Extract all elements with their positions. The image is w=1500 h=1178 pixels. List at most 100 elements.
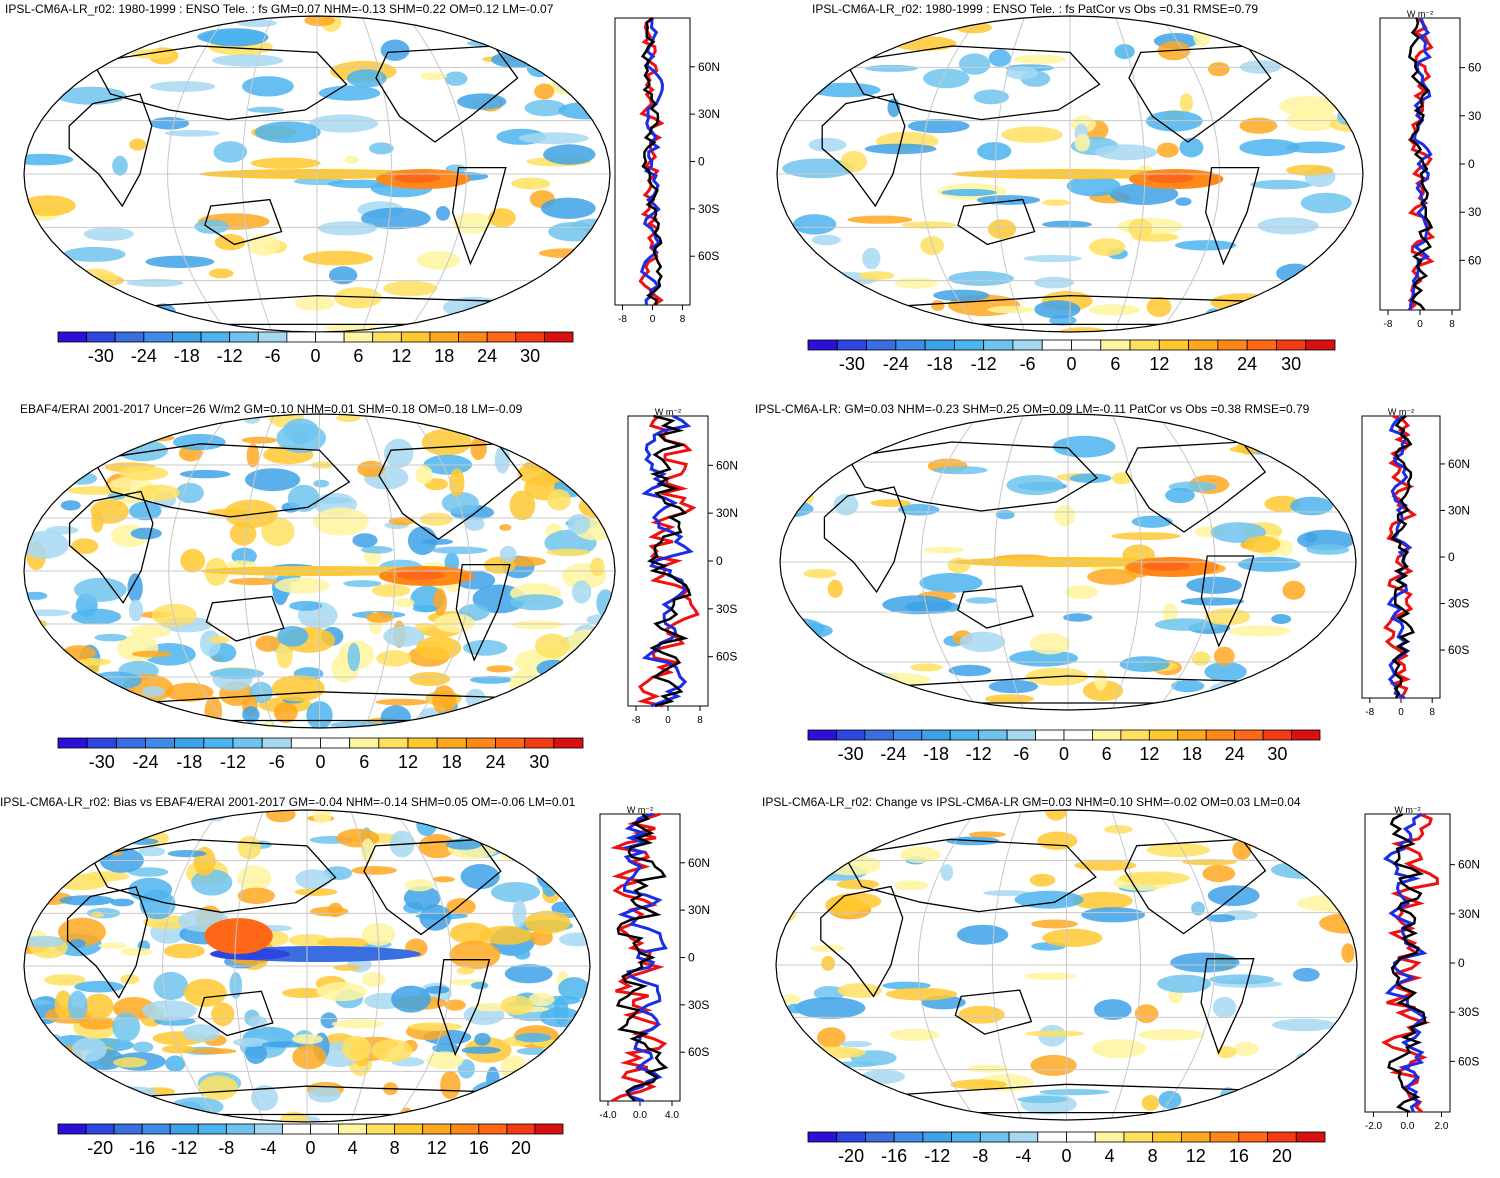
colorbar-label: -6 — [269, 752, 285, 772]
colorbar-swatch — [1129, 339, 1160, 351]
zonal-xtick: -8 — [632, 715, 641, 726]
colorbar-label: 12 — [391, 346, 411, 366]
map-panel-6 — [775, 809, 1358, 1121]
colorbar-swatch — [836, 339, 867, 351]
zonal-ylabel: 30S — [688, 998, 709, 1012]
colorbar-swatch — [282, 1123, 311, 1135]
colorbar-swatch — [1177, 729, 1207, 741]
colorbar-swatch — [394, 1123, 424, 1135]
zonal-xtick: 0 — [665, 715, 671, 726]
colorbar-swatch — [1100, 339, 1131, 351]
zonal-ylabel: 30N — [1448, 503, 1470, 517]
colorbar-swatch — [1120, 729, 1150, 741]
colorbar-label: 6 — [1110, 354, 1120, 374]
zonal-unit-label: W m⁻² — [655, 407, 681, 417]
colorbar-swatch — [506, 1123, 536, 1135]
colorbar-swatch — [86, 331, 116, 343]
zonal-ylabel: 30 — [1468, 205, 1482, 219]
colorbar-label: 6 — [353, 346, 363, 366]
zonal-xtick: 0 — [650, 314, 656, 325]
colorbar-label: 0 — [1066, 354, 1076, 374]
colorbar-swatch — [1295, 1131, 1326, 1143]
zonal-ylabel: 0 — [716, 554, 723, 568]
colorbar-label: 18 — [442, 752, 462, 772]
colorbar-swatch — [893, 1131, 924, 1143]
zonal-ylabel: 30N — [698, 107, 720, 121]
colorbar-swatch — [495, 737, 526, 749]
colorbar-swatch — [979, 1131, 1010, 1143]
colorbar-label: -12 — [217, 346, 243, 366]
zonal-xtick: 8 — [680, 314, 686, 325]
zonal-ylabel: 0 — [1458, 956, 1465, 970]
colorbar-2: -30 -24 -18 -12 -6 0 6 12 18 24 30 — [807, 339, 1336, 374]
zonal-unit-label: W m⁻² — [1407, 9, 1433, 19]
colorbar-swatch — [866, 339, 897, 351]
zonal-line-blue — [641, 414, 694, 708]
colorbar-swatch — [1238, 1131, 1268, 1143]
zonal-xtick: 2.0 — [1435, 1121, 1449, 1132]
zonal-ylabel: 0 — [1468, 157, 1475, 171]
colorbar-swatch — [225, 1123, 255, 1135]
colorbar-label: -12 — [220, 752, 246, 772]
colorbar-swatch — [836, 729, 866, 741]
zonal-ylabel: 30S — [1458, 1005, 1479, 1019]
colorbar-label: -18 — [927, 354, 953, 374]
colorbar-label: 0 — [305, 1138, 315, 1158]
colorbar-swatch — [1152, 1131, 1182, 1143]
colorbar-swatch — [1066, 1131, 1096, 1143]
colorbar-swatch — [407, 737, 438, 749]
colorbar-swatch — [1006, 729, 1036, 741]
colorbar-swatch — [174, 737, 205, 749]
zonal-line-blue — [639, 17, 665, 306]
colorbar-swatch — [320, 737, 351, 749]
zonal-mean-plot-2: 60 30 0 30 60 -8 0 8 W m⁻² — [1379, 9, 1482, 330]
colorbar-swatch — [86, 737, 117, 749]
colorbar-label: 8 — [1148, 1146, 1158, 1166]
colorbar-label: -12 — [171, 1138, 197, 1158]
colorbar-label: 12 — [398, 752, 418, 772]
colorbar-swatch — [1246, 339, 1277, 351]
colorbar-label: -30 — [88, 346, 114, 366]
colorbar-label: -30 — [89, 752, 115, 772]
colorbar-swatch — [515, 331, 545, 343]
zonal-ylabel: 30N — [1458, 907, 1480, 921]
colorbar-3: -30 -24 -18 -12 -6 0 6 12 18 24 30 — [57, 737, 584, 772]
colorbar-swatch — [310, 1123, 339, 1135]
colorbar-label: -30 — [838, 744, 864, 764]
colorbar-swatch — [553, 737, 584, 749]
zonal-unit-label: W m⁻² — [1388, 407, 1414, 417]
colorbar-swatch — [1262, 729, 1292, 741]
colorbar-swatch — [261, 737, 292, 749]
zonal-line-red — [1381, 812, 1439, 1114]
colorbar-swatch — [458, 331, 488, 343]
zonal-ylabel: 30N — [688, 903, 710, 917]
zonal-xtick: -8 — [1365, 707, 1374, 718]
colorbar-label: 20 — [511, 1138, 531, 1158]
colorbar-swatch — [807, 339, 838, 351]
colorbar-label: 24 — [1225, 744, 1245, 764]
map-panel-5 — [23, 809, 591, 1123]
colorbar-swatch — [57, 331, 88, 343]
colorbar-swatch — [343, 331, 374, 343]
colorbar-swatch — [978, 729, 1008, 741]
colorbar-swatch — [1305, 339, 1336, 351]
colorbar-swatch — [892, 729, 923, 741]
colorbar-swatch — [1148, 729, 1179, 741]
zonal-ylabel: 60S — [688, 1045, 709, 1059]
colorbar-swatch — [114, 331, 145, 343]
colorbar-swatch — [1180, 1131, 1211, 1143]
map-panel-3 — [23, 413, 616, 729]
colorbar-label: 16 — [1229, 1146, 1249, 1166]
colorbar-swatch — [543, 331, 574, 343]
colorbar-swatch — [807, 729, 837, 741]
zonal-line-red — [636, 414, 700, 708]
zonal-mean-plot-5: 60N 30N 0 30S 60S -4.0 0.0 4.0 W m⁻² — [599, 805, 710, 1121]
colorbar-label: -18 — [174, 346, 200, 366]
colorbar-label: 0 — [310, 346, 320, 366]
colorbar-5: -20 -16 -12 -8 -4 0 4 8 12 16 20 — [57, 1123, 564, 1158]
colorbar-swatch — [1291, 729, 1321, 741]
colorbar-swatch — [338, 1123, 368, 1135]
zonal-xtick: 0 — [1398, 707, 1404, 718]
colorbar-swatch — [924, 339, 955, 351]
colorbar-label: -6 — [1020, 354, 1036, 374]
